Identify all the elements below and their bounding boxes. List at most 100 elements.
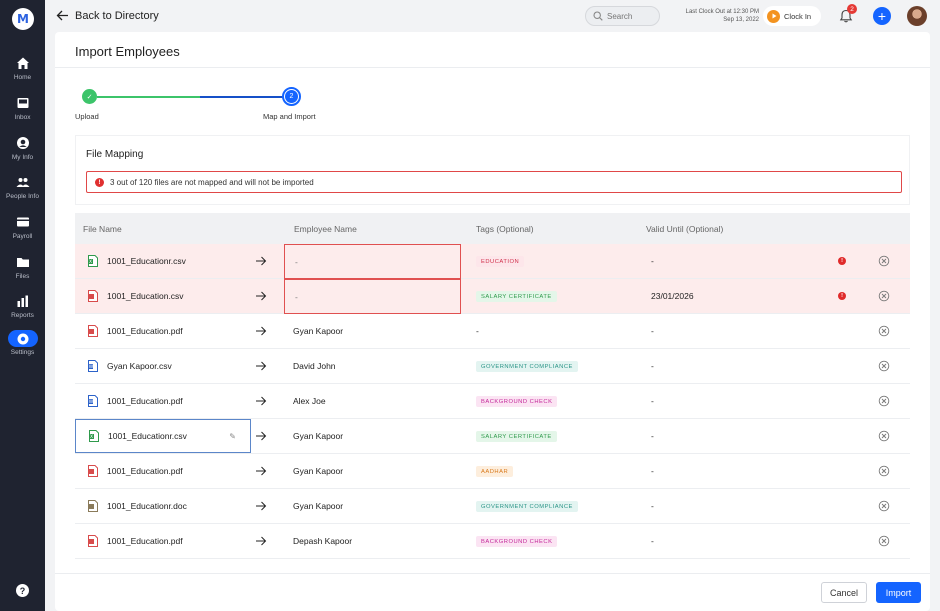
payroll-icon bbox=[16, 217, 29, 227]
header-valid-until: Valid Until (Optional) bbox=[646, 224, 724, 234]
avatar[interactable] bbox=[907, 6, 927, 26]
word-file-icon: W bbox=[88, 395, 98, 407]
arrow-right-icon bbox=[256, 431, 267, 441]
cancel-button[interactable]: Cancel bbox=[821, 582, 867, 603]
file-name-cell[interactable]: 1001_Education.pdf bbox=[75, 524, 251, 558]
file-name-cell[interactable]: X 1001_Educationr.csv ✎ bbox=[75, 419, 251, 453]
tag-badge[interactable]: SALARY CERTIFICATE bbox=[476, 431, 557, 442]
remove-icon[interactable] bbox=[878, 290, 890, 302]
tag-badge[interactable]: AADHAR bbox=[476, 466, 514, 477]
remove-icon[interactable] bbox=[878, 395, 890, 407]
step-number: 2 bbox=[285, 90, 298, 103]
step-upload-check-icon: ✓ bbox=[82, 89, 97, 104]
search-input[interactable] bbox=[607, 11, 657, 21]
sidebar-item-home[interactable]: Home bbox=[0, 54, 45, 90]
valid-until[interactable]: - bbox=[651, 361, 654, 371]
sidebar-item-inbox[interactable]: Inbox bbox=[0, 94, 45, 130]
table-row: X 1001_Educationr.csv - EDUCATION -! bbox=[75, 244, 910, 279]
add-button[interactable]: + bbox=[873, 7, 891, 25]
sidebar-item-settings[interactable]: Settings bbox=[0, 330, 45, 366]
remove-icon[interactable] bbox=[878, 500, 890, 512]
arrow-right-icon bbox=[256, 396, 267, 406]
employee-name: - bbox=[295, 256, 298, 267]
clock-in-button[interactable]: Clock In bbox=[763, 6, 821, 26]
tag-badge[interactable]: BACKGROUND CHECK bbox=[476, 396, 558, 407]
pdf-file-icon bbox=[88, 290, 98, 302]
step-upload-label: Upload bbox=[75, 112, 99, 121]
employee-name-cell[interactable]: - bbox=[284, 279, 461, 314]
valid-until[interactable]: 23/01/2026 bbox=[651, 291, 694, 301]
sidebar-item-files[interactable]: Files bbox=[0, 253, 45, 289]
arrow-right-icon bbox=[256, 361, 267, 371]
sidebar-item-label: Settings bbox=[10, 349, 35, 356]
remove-icon[interactable] bbox=[878, 535, 890, 547]
sidebar-item-people-info[interactable]: People Info bbox=[0, 173, 45, 209]
sidebar-item-payroll[interactable]: Payroll bbox=[0, 213, 45, 249]
remove-icon[interactable] bbox=[878, 325, 890, 337]
page-title: Import Employees bbox=[75, 44, 180, 59]
svg-text:X: X bbox=[90, 434, 93, 440]
error-icon: ! bbox=[95, 177, 104, 187]
valid-until[interactable]: - bbox=[651, 501, 654, 511]
arrow-left-icon bbox=[56, 10, 68, 21]
employee-name-cell[interactable]: Gyan Kapoor bbox=[293, 489, 343, 523]
sidebar-item-reports[interactable]: Reports bbox=[0, 292, 45, 328]
tag-badge[interactable]: GOVERNMENT COMPLIANCE bbox=[476, 501, 578, 512]
sidebar-item-label: Files bbox=[15, 273, 30, 280]
valid-until[interactable]: - bbox=[651, 256, 654, 266]
help-icon[interactable]: ? bbox=[16, 584, 29, 597]
employee-name: Gyan Kapoor bbox=[293, 326, 344, 336]
excel-file-icon: X bbox=[89, 430, 99, 442]
employee-name-cell[interactable]: Gyan Kapoor bbox=[293, 419, 343, 453]
svg-text:W: W bbox=[89, 364, 94, 370]
file-name-cell[interactable]: 1001_Education.csv bbox=[75, 279, 251, 313]
employee-name-cell[interactable]: Depash Kapoor bbox=[293, 524, 352, 558]
import-button[interactable]: Import bbox=[876, 582, 921, 603]
file-name: 1001_Education.csv bbox=[107, 291, 184, 301]
tag-badge[interactable]: EDUCATION bbox=[476, 256, 525, 267]
header-employee-name: Employee Name bbox=[294, 224, 357, 234]
valid-until[interactable]: - bbox=[651, 536, 654, 546]
valid-until[interactable]: - bbox=[651, 326, 654, 336]
sidebar-item-my-info[interactable]: My Info bbox=[0, 134, 45, 170]
remove-icon[interactable] bbox=[878, 360, 890, 372]
gear-icon bbox=[17, 333, 28, 344]
file-name-cell[interactable]: 1001_Education.pdf bbox=[75, 454, 251, 488]
pencil-icon[interactable]: ✎ bbox=[229, 432, 236, 441]
file-name-cell[interactable]: W Gyan Kapoor.csv bbox=[75, 349, 251, 383]
file-name-cell[interactable]: 1001_Educationr.doc bbox=[75, 489, 251, 523]
employee-name-cell[interactable]: Gyan Kapoor bbox=[293, 454, 343, 488]
valid-until[interactable]: - bbox=[651, 396, 654, 406]
divider bbox=[55, 67, 930, 68]
employee-name-cell[interactable]: - bbox=[284, 244, 461, 279]
file-name-cell[interactable]: 1001_Education.pdf bbox=[75, 314, 251, 348]
people-icon bbox=[16, 178, 29, 187]
employee-name-cell[interactable]: Gyan Kapoor bbox=[293, 314, 343, 348]
remove-icon[interactable] bbox=[878, 255, 890, 267]
arrow-right-icon bbox=[256, 536, 267, 546]
table-body: X 1001_Educationr.csv - EDUCATION -! 1001_Edu… bbox=[75, 244, 910, 559]
file-name-cell[interactable]: X 1001_Educationr.csv bbox=[75, 244, 251, 278]
remove-icon[interactable] bbox=[878, 465, 890, 477]
tag-badge[interactable]: SALARY CERTIFICATE bbox=[476, 291, 557, 302]
file-name-cell[interactable]: W 1001_Education.pdf bbox=[75, 384, 251, 418]
last-clock-info: Last Clock Out at 12:30 PM Sep 13, 2022 bbox=[655, 9, 759, 24]
app-logo[interactable]: M bbox=[12, 8, 34, 30]
sidebar-item-label: Reports bbox=[11, 312, 34, 319]
alert-text: 3 out of 120 files are not mapped and wi… bbox=[110, 177, 314, 187]
employee-name-cell[interactable]: David John bbox=[293, 349, 336, 383]
user-circle-icon bbox=[16, 137, 29, 149]
file-name: 1001_Educationr.csv bbox=[107, 256, 186, 266]
employee-name-cell[interactable]: Alex Joe bbox=[293, 384, 326, 418]
tag-empty[interactable]: - bbox=[476, 326, 479, 336]
table-row: 1001_Education.pdf Gyan Kapoor AADHAR - bbox=[75, 454, 910, 489]
tag-badge[interactable]: GOVERNMENT COMPLIANCE bbox=[476, 361, 578, 372]
doc-file-icon bbox=[88, 500, 98, 512]
valid-until[interactable]: - bbox=[651, 466, 654, 476]
valid-until[interactable]: - bbox=[651, 431, 654, 441]
header-file-name: File Name bbox=[83, 224, 122, 234]
remove-icon[interactable] bbox=[878, 430, 890, 442]
search-box[interactable] bbox=[585, 6, 660, 26]
tag-badge[interactable]: BACKGROUND CHECK bbox=[476, 536, 558, 547]
back-to-directory-link[interactable]: Back to Directory bbox=[56, 9, 159, 22]
